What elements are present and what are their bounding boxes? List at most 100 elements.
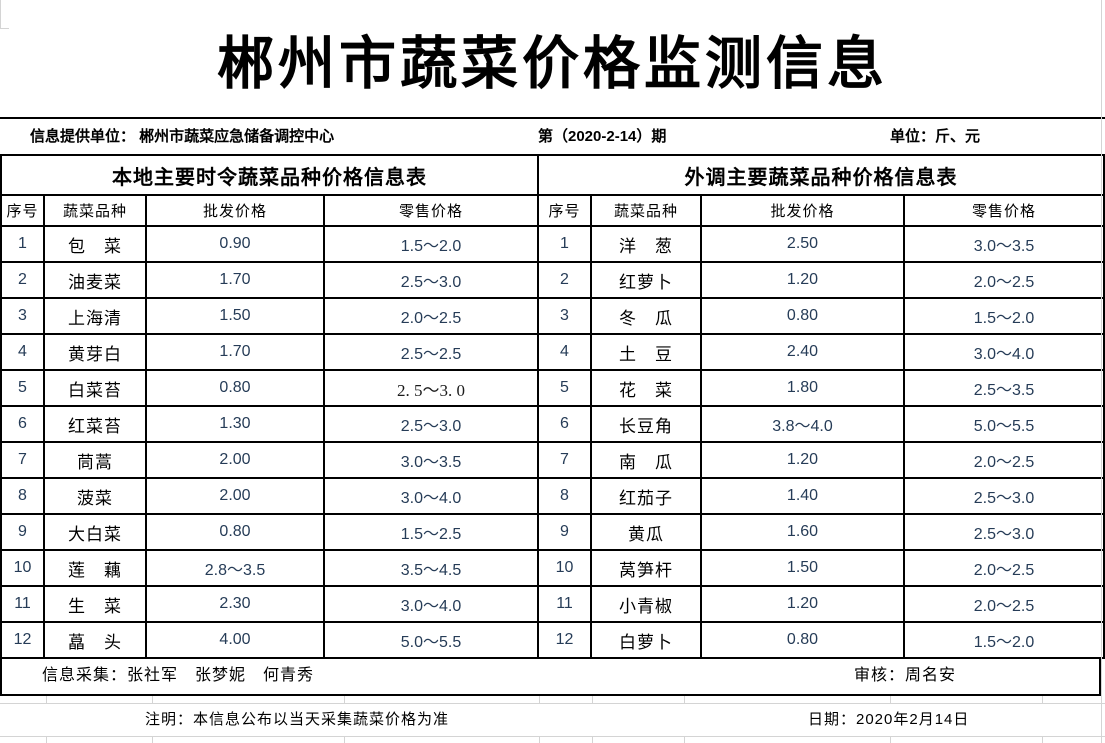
cell-variety[interactable]: 小青椒 [590,585,702,623]
cell-seq[interactable]: 6 [0,405,45,443]
cell-seq[interactable]: 1 [0,225,45,263]
cell-retail-price[interactable]: 2.0～2.5 [323,297,539,335]
cell-variety[interactable]: 红茄子 [590,477,702,515]
cell-variety[interactable]: 黄瓜 [590,513,702,551]
cell-seq[interactable]: 12 [0,621,45,659]
cell-wholesale-price[interactable]: 1.40 [700,477,905,515]
cell-seq[interactable]: 7 [537,441,592,479]
cell-variety[interactable]: 黄芽白 [43,333,147,371]
cell-seq[interactable]: 8 [0,477,45,515]
cell-seq[interactable]: 7 [0,441,45,479]
cell-variety[interactable]: 生 菜 [43,585,147,623]
cell-retail-price[interactable]: 3.0～4.0 [323,585,539,623]
cell-wholesale-price[interactable]: 1.60 [700,513,905,551]
cell-seq[interactable]: 5 [537,369,592,407]
cell-wholesale-price[interactable]: 2.00 [145,441,325,479]
cell-wholesale-price[interactable]: 2.8～3.5 [145,549,325,587]
cell-seq[interactable]: 5 [0,369,45,407]
cell-seq[interactable]: 1 [537,225,592,263]
cell-retail-price[interactable]: 2.0～2.5 [903,549,1105,587]
cell-wholesale-price[interactable]: 1.20 [700,585,905,623]
cell-variety[interactable]: 红菜苔 [43,405,147,443]
cell-variety[interactable]: 红萝卜 [590,261,702,299]
cell-retail-price[interactable]: 2.5～3.0 [323,261,539,299]
cell-wholesale-price[interactable]: 2.00 [145,477,325,515]
cell-variety[interactable]: 洋 葱 [590,225,702,263]
cell-retail-price[interactable]: 3.0～3.5 [903,225,1105,263]
cell-retail-price[interactable]: 1.5～2.0 [903,297,1105,335]
cell-seq[interactable]: 9 [537,513,592,551]
cell-variety[interactable]: 上海清 [43,297,147,335]
cell-variety[interactable]: 莴笋杆 [590,549,702,587]
cell-wholesale-price[interactable]: 2.50 [700,225,905,263]
cell-retail-price[interactable]: 3.5～4.5 [323,549,539,587]
cell-retail-price[interactable]: 2. 5～3. 0 [323,369,539,407]
cell-variety[interactable]: 冬 瓜 [590,297,702,335]
cell-wholesale-price[interactable]: 4.00 [145,621,325,659]
cell-retail-price[interactable]: 3.0～3.5 [323,441,539,479]
cell-retail-price[interactable]: 1.5～2.0 [903,621,1105,659]
cell-variety[interactable]: 菠菜 [43,477,147,515]
cell-wholesale-price[interactable]: 1.50 [700,549,905,587]
cell-variety[interactable]: 白菜苔 [43,369,147,407]
cell-variety[interactable]: 藠 头 [43,621,147,659]
cell-seq[interactable]: 4 [537,333,592,371]
cell-wholesale-price[interactable]: 1.50 [145,297,325,335]
cell-seq[interactable]: 2 [537,261,592,299]
cell-variety[interactable]: 包 菜 [43,225,147,263]
cell-variety[interactable]: 油麦菜 [43,261,147,299]
cell-variety[interactable]: 花 菜 [590,369,702,407]
column-header-variety[interactable]: 蔬菜品种 [43,194,147,227]
cell-retail-price[interactable]: 2.5～3.0 [903,477,1105,515]
cell-retail-price[interactable]: 3.0～4.0 [903,333,1105,371]
column-header-retail[interactable]: 零售价格 [903,194,1105,227]
cell-variety[interactable]: 莲 藕 [43,549,147,587]
cell-wholesale-price[interactable]: 1.70 [145,261,325,299]
cell-seq[interactable]: 4 [0,333,45,371]
cell-wholesale-price[interactable]: 0.80 [145,513,325,551]
cell-retail-price[interactable]: 2.5～3.0 [323,405,539,443]
cell-variety[interactable]: 南 瓜 [590,441,702,479]
cell-retail-price[interactable]: 5.0～5.5 [903,405,1105,443]
cell-seq[interactable]: 8 [537,477,592,515]
cell-seq[interactable]: 11 [537,585,592,623]
column-header-wholesale[interactable]: 批发价格 [145,194,325,227]
cell-retail-price[interactable]: 2.0～2.5 [903,441,1105,479]
local-table-title[interactable]: 本地主要时令蔬菜品种价格信息表 [0,154,539,196]
cell-seq[interactable]: 11 [0,585,45,623]
cell-variety[interactable]: 大白菜 [43,513,147,551]
cell-seq[interactable]: 12 [537,621,592,659]
column-header-variety[interactable]: 蔬菜品种 [590,194,702,227]
cell-retail-price[interactable]: 1.5～2.5 [323,513,539,551]
cell-retail-price[interactable]: 2.5～2.5 [323,333,539,371]
cell-wholesale-price[interactable]: 0.80 [145,369,325,407]
cell-retail-price[interactable]: 5.0～5.5 [323,621,539,659]
cell-variety[interactable]: 茼蒿 [43,441,147,479]
cell-wholesale-price[interactable]: 1.20 [700,441,905,479]
cell-wholesale-price[interactable]: 0.80 [700,621,905,659]
cell-retail-price[interactable]: 3.0～4.0 [323,477,539,515]
cell-seq[interactable]: 10 [0,549,45,587]
cell-variety[interactable]: 土 豆 [590,333,702,371]
cell-variety[interactable]: 长豆角 [590,405,702,443]
cell-retail-price[interactable]: 2.0～2.5 [903,585,1105,623]
column-header-retail[interactable]: 零售价格 [323,194,539,227]
cell-seq[interactable]: 3 [0,297,45,335]
column-header-seq[interactable]: 序号 [537,194,592,227]
cell-retail-price[interactable]: 2.5～3.0 [903,513,1105,551]
cell-wholesale-price[interactable]: 1.70 [145,333,325,371]
cell-seq[interactable]: 2 [0,261,45,299]
cell-wholesale-price[interactable]: 1.30 [145,405,325,443]
cell-retail-price[interactable]: 2.0～2.5 [903,261,1105,299]
cell-wholesale-price[interactable]: 2.40 [700,333,905,371]
cell-wholesale-price[interactable]: 1.20 [700,261,905,299]
cell-retail-price[interactable]: 1.5～2.0 [323,225,539,263]
column-header-seq[interactable]: 序号 [0,194,45,227]
cell-wholesale-price[interactable]: 1.80 [700,369,905,407]
cell-wholesale-price[interactable]: 0.80 [700,297,905,335]
column-header-wholesale[interactable]: 批发价格 [700,194,905,227]
cell-wholesale-price[interactable]: 0.90 [145,225,325,263]
cell-seq[interactable]: 9 [0,513,45,551]
cell-retail-price[interactable]: 2.5～3.5 [903,369,1105,407]
cell-variety[interactable]: 白萝卜 [590,621,702,659]
